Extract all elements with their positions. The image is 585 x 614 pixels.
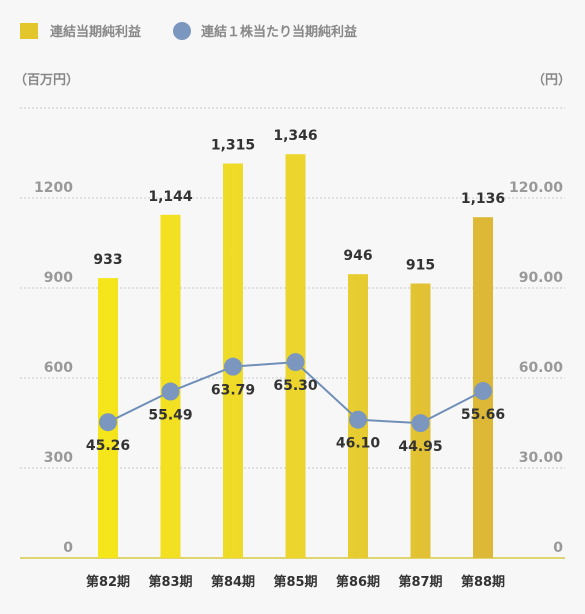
right-axis-ticks: 0 30.00 60.00 90.00 120.00 [509,180,563,556]
legend: 連結当期純利益 連結１株当たり当期純利益 [20,22,357,40]
line-point [99,413,117,432]
legend-label-bar: 連結当期純利益 [50,24,141,40]
category-label: 第87期 [398,574,442,590]
bar-value-label: 1,136 [461,191,505,207]
left-tick-label: 600 [44,360,73,376]
line-point [349,410,367,429]
legend-swatch-line [173,22,191,40]
line-value-label: 65.30 [273,378,318,394]
left-tick-label: 900 [44,270,73,286]
bar-value-label: 1,315 [211,138,255,154]
legend-label-line: 連結１株当たり当期純利益 [201,24,357,40]
bar-value-label: 915 [406,258,435,274]
category-label: 第82期 [86,574,130,590]
line-value-label: 55.66 [461,407,505,423]
category-label: 第85期 [273,574,317,590]
left-tick-label: 300 [44,450,73,466]
line-value-labels: 45.26 55.49 63.79 65.30 46.10 44.95 55.66 [86,378,505,455]
left-axis-unit: （百万円） [14,72,79,88]
bar-value-label: 1,346 [273,128,317,144]
category-labels: 第82期 第83期 第84期 第85期 第86期 第87期 第88期 [86,574,505,590]
line-point [411,414,430,433]
left-tick-label: 0 [63,540,73,556]
bar-value-labels: 933 1,144 1,315 1,346 946 915 1,136 [93,128,505,273]
bar-value-label: 933 [93,252,122,268]
line-value-label: 44.95 [398,439,442,455]
right-tick-label: 90.00 [519,270,564,286]
line-point [161,382,180,401]
category-label: 第83期 [148,574,192,590]
right-axis-unit: （円） [532,72,571,88]
bar-value-label: 946 [343,248,372,264]
line-value-label: 63.79 [211,383,255,399]
line-point [286,353,305,372]
line-value-label: 46.10 [336,436,381,452]
right-tick-label: 120.00 [509,180,563,196]
line-point [474,382,492,401]
legend-swatch-bar [20,23,38,39]
category-label: 第84期 [211,574,255,590]
left-axis-ticks: 0 300 600 900 1200 [34,180,73,556]
category-label: 第88期 [461,574,505,590]
category-label: 第86期 [336,574,380,590]
left-tick-label: 1200 [34,180,73,196]
line-series [99,353,492,433]
bar-value-label: 1,144 [148,189,193,205]
line-value-label: 45.26 [86,438,130,454]
right-tick-label: 0 [553,540,563,556]
right-tick-label: 60.00 [519,360,564,376]
line-point [224,357,242,376]
right-tick-label: 30.00 [519,450,564,466]
line-value-label: 55.49 [148,408,192,424]
